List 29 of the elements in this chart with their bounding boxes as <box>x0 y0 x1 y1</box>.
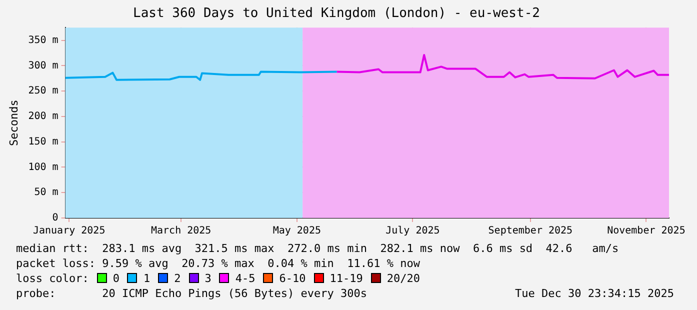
x-tick-label: November 2025 <box>607 226 686 237</box>
text: 6-10 <box>279 272 306 285</box>
text: 1 <box>143 272 150 285</box>
chart-title: Last 360 Days to United Kingdom (London) - eu-west-2 <box>133 6 540 22</box>
text: 4-5 <box>235 272 256 285</box>
y-tick-label: 200 m <box>28 111 58 122</box>
x-tick-label: September 2025 <box>488 226 573 237</box>
text: 3 <box>204 272 212 285</box>
text: 11-19 <box>330 272 363 285</box>
y-tick-label: 300 m <box>28 60 58 72</box>
y-tick-label: 250 m <box>28 86 58 97</box>
y-tick-label: 150 m <box>28 136 58 148</box>
x-tick-label: January 2025 <box>32 226 106 237</box>
y-tick-label: 50 m <box>34 187 58 198</box>
text: packet loss: 9.59 % avg 20.73 % max 0.04 % min 11.61 % now <box>16 257 420 270</box>
text: median rtt: 283.1 ms avg 321.5 ms max 272.0 ms min 282.1 ms now 6.6 ms sd 42.6 am/s <box>16 242 619 255</box>
text: Tue Dec 30 23:34:15 2025 <box>515 286 674 301</box>
text: 0 <box>112 272 120 285</box>
x-tick-label: March 2025 <box>150 226 212 237</box>
y-tick-label: 100 m <box>28 162 58 173</box>
text: probe: 20 ICMP Echo Pings (56 Bytes) every 300s <box>16 287 367 300</box>
x-tick-label: July 2025 <box>386 226 440 237</box>
text: loss color: <box>16 272 89 285</box>
x-tick-label: May 2025 <box>272 226 321 237</box>
text: 2 <box>174 272 181 285</box>
y-axis-title: Seconds <box>7 100 20 146</box>
y-tick-label: 350 m <box>28 34 58 46</box>
text: 20/20 <box>386 272 420 285</box>
y-tick-label: 0 <box>52 212 58 224</box>
